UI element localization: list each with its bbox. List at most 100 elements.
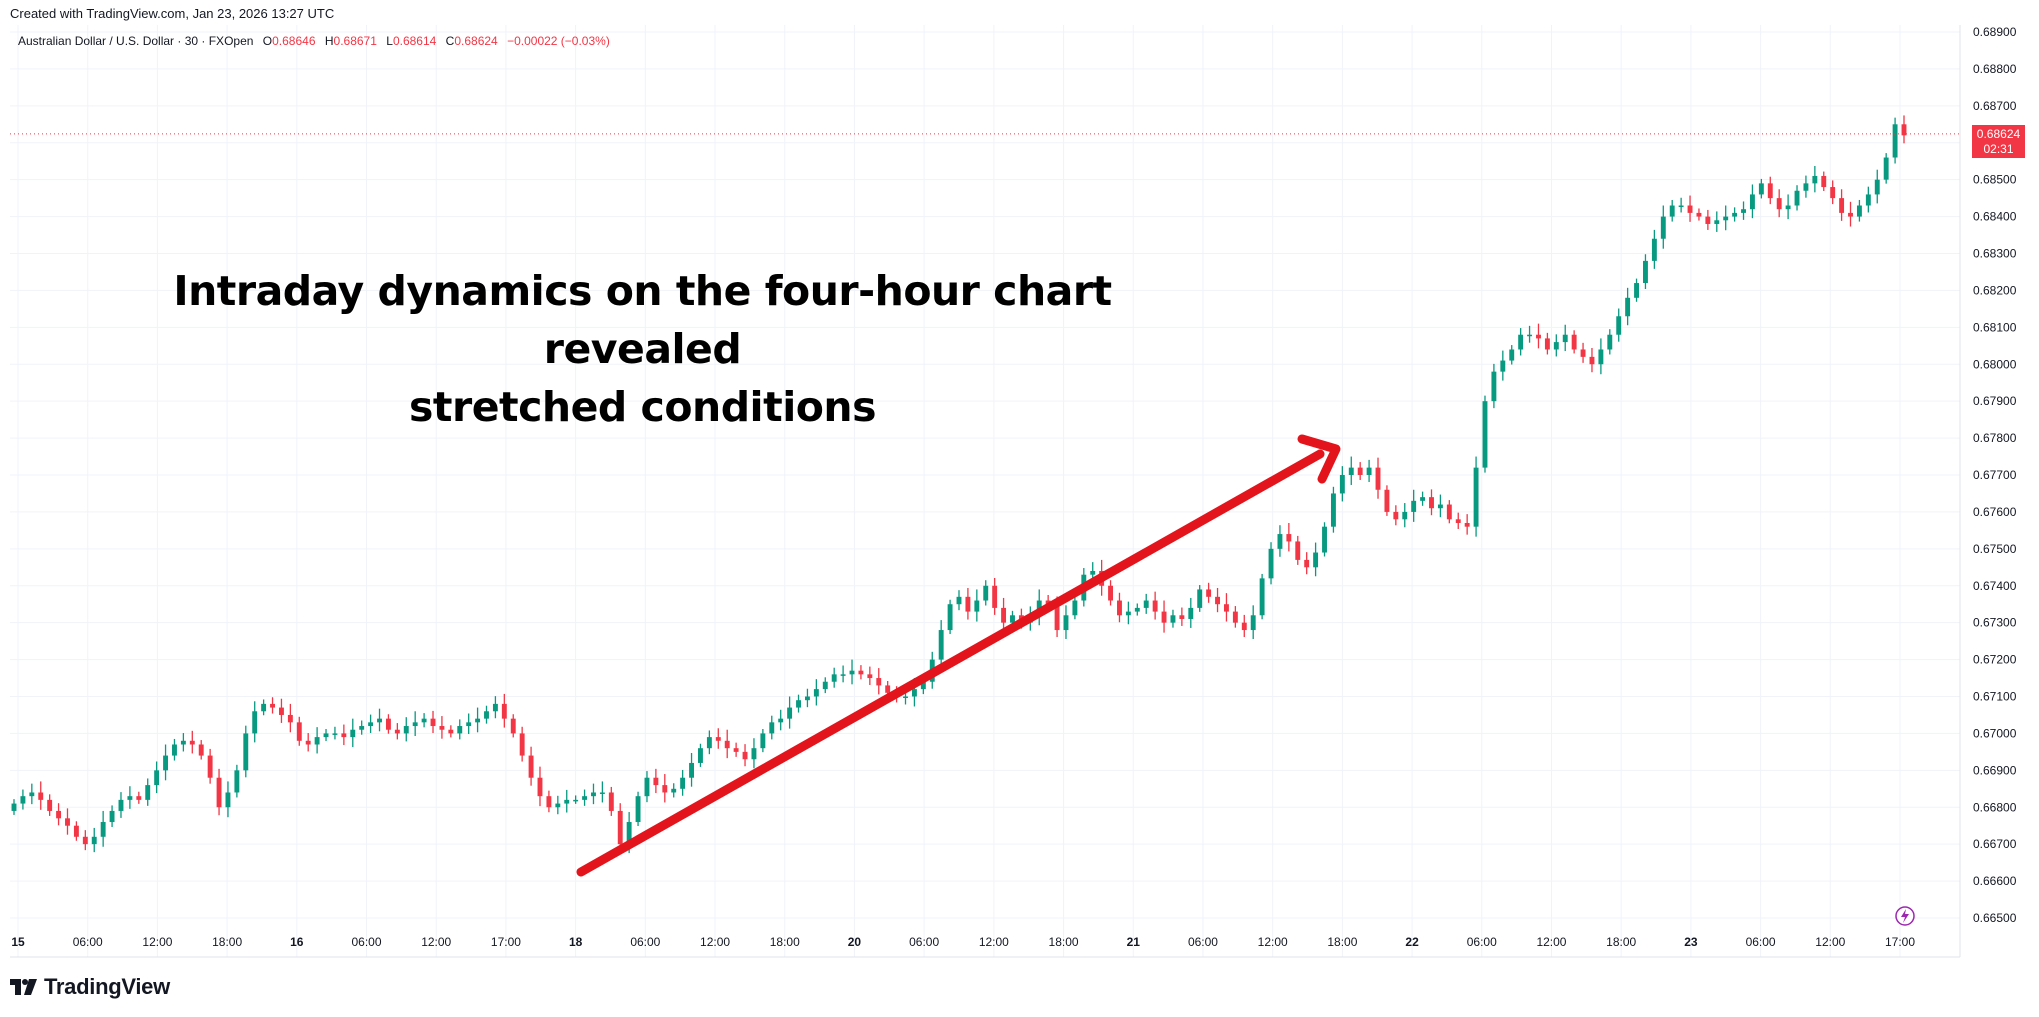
candle [662,774,668,803]
candle [1794,185,1800,211]
candle [1464,514,1470,535]
candle [1375,457,1381,499]
candle [1322,522,1327,557]
candle-body [100,822,106,837]
candle-body [1286,534,1292,542]
candle-body [492,703,498,712]
candle-body [867,674,873,679]
time-tick-label: 06:00 [352,935,382,949]
candle-body [564,799,570,804]
candle [11,799,17,815]
open-value: 0.68646 [272,34,316,48]
candle-body [394,729,400,734]
candle-body [582,796,588,800]
candle [831,667,837,688]
candle-body [1892,124,1898,158]
candle-body [920,681,926,690]
candle-body [1224,604,1229,612]
candle-body [1134,607,1140,612]
candle [689,752,694,787]
candle [154,761,160,794]
candle [261,699,267,716]
candle-body [1090,570,1096,575]
price-tick-label: 0.67200 [1973,653,2017,667]
candle [332,726,338,740]
last-price-tag: 0.68624 02:31 [1972,125,2025,158]
candle [1687,195,1693,222]
candle [1259,573,1265,620]
candle [1714,211,1720,232]
candle-body [876,678,882,686]
trend-arrow[interactable] [576,434,1341,877]
candle [804,688,810,708]
candle [680,769,686,796]
candle [1634,278,1639,302]
candle-body [377,718,382,723]
time-axis[interactable]: 15 06:00 12:00 18:00 16 06:00 12:00 17:00 18 06:0… [11,935,1915,949]
candle-body [1678,205,1684,208]
time-tick-label: 17:00 [1885,935,1915,949]
candle-body [796,700,801,708]
price-tick-label: 0.66900 [1973,763,2017,777]
candle-body [385,718,391,730]
candle-body [332,733,338,735]
candle [1580,342,1586,363]
candle-body [1420,497,1426,501]
candle [172,738,177,761]
candle-body [1161,611,1167,623]
candle [1384,485,1390,516]
price-tick-label: 0.68900 [1973,25,2017,39]
time-tick-label: 18:00 [212,935,242,949]
candle-body [1045,600,1051,605]
candle-body [1687,205,1693,213]
candle-body [1143,600,1149,608]
candle [1268,542,1274,585]
candle-body [653,777,659,786]
time-tick-label: 12:00 [1536,935,1566,949]
candle [47,794,53,816]
symbol-legend[interactable]: Australian Dollar / U.S. Dollar · 30 · F… [18,34,610,48]
candle [1170,609,1176,628]
candle-body [956,596,962,605]
candle [1224,593,1229,622]
candle-body [448,729,454,734]
price-axis[interactable]: 0.689000.688000.687000.686000.685000.684… [1973,25,2017,925]
candle [1848,201,1853,227]
candle [769,715,775,740]
candle-body [1411,500,1417,512]
candle [555,795,561,815]
candle-body [234,770,240,793]
candle-body [11,803,17,811]
candle-body [1874,179,1880,195]
candle [1758,178,1764,199]
candle-body [715,737,721,741]
candle [421,713,427,728]
candle [403,717,409,742]
candle [243,725,249,778]
candle-body [1598,349,1604,365]
candle [608,786,614,816]
candle-body [314,737,320,745]
candle [1420,491,1426,506]
candle-body [1883,157,1889,180]
lightning-icon[interactable] [1895,906,1915,926]
symbol-name[interactable]: Australian Dollar / U.S. Dollar · 30 · F… [18,34,254,48]
candle [287,703,293,733]
tradingview-logo[interactable]: TradingView [10,974,170,1000]
candle [439,716,445,739]
candle-body [38,792,44,800]
candle-body [1571,334,1577,350]
candle [484,705,489,724]
time-tick-label: 16 [290,935,304,949]
candle [1339,466,1345,502]
candle-body [1322,526,1327,553]
candle-body [1643,260,1648,284]
candle [1678,197,1684,213]
candle-body [270,703,275,708]
price-tick-label: 0.67600 [1973,505,2017,519]
candle [1161,600,1167,633]
candle-body [751,748,757,760]
low-value: 0.68614 [392,34,437,48]
candle [1598,338,1604,375]
